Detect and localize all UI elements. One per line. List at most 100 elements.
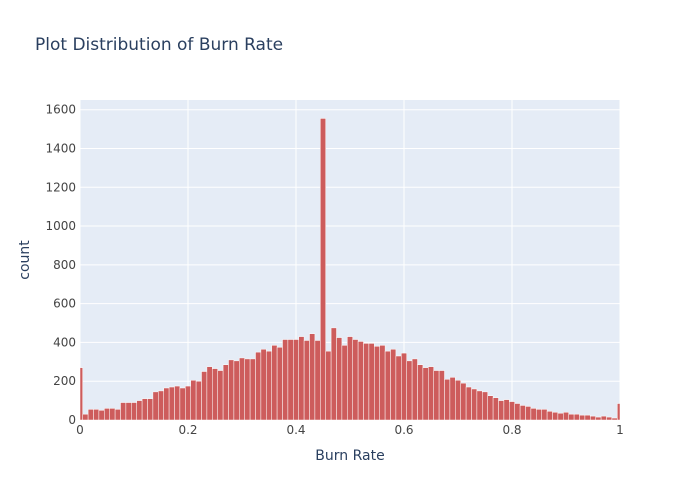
histogram-bar bbox=[298, 336, 305, 421]
y-tick-label: 0 bbox=[68, 413, 76, 427]
histogram-bar bbox=[79, 367, 83, 421]
histogram-bar bbox=[363, 343, 370, 421]
histogram-bar bbox=[536, 409, 542, 421]
histogram-bar bbox=[325, 350, 332, 421]
histogram-bar bbox=[482, 391, 488, 421]
histogram-bar bbox=[309, 333, 316, 421]
histogram-bar bbox=[617, 403, 621, 421]
histogram-bar bbox=[590, 415, 596, 421]
histogram-bar bbox=[584, 414, 591, 421]
histogram-bar bbox=[93, 409, 100, 421]
histogram-bar bbox=[228, 359, 235, 421]
histogram-bar bbox=[217, 370, 224, 421]
histogram-bar bbox=[438, 370, 445, 421]
histogram-bar bbox=[471, 388, 478, 421]
histogram-bar bbox=[201, 371, 208, 421]
y-tick-label: 1600 bbox=[45, 103, 76, 117]
histogram-bar bbox=[233, 360, 240, 421]
histogram-bar bbox=[600, 415, 607, 421]
histogram-bar bbox=[455, 379, 461, 421]
histogram-bar bbox=[352, 339, 359, 421]
histogram-bar bbox=[212, 368, 218, 421]
histogram-bar bbox=[611, 417, 618, 421]
histogram-bar bbox=[573, 413, 580, 421]
histogram-bar bbox=[141, 398, 148, 421]
histogram-bar bbox=[519, 405, 526, 421]
y-tick-label: 1000 bbox=[45, 219, 76, 233]
histogram-bar bbox=[525, 406, 532, 421]
histogram-bar bbox=[125, 402, 132, 421]
y-tick-label: 1400 bbox=[45, 141, 76, 155]
histogram-bar bbox=[433, 370, 440, 421]
histogram-bar bbox=[136, 400, 143, 421]
histogram-bar bbox=[174, 385, 181, 421]
histogram-bar bbox=[514, 403, 521, 421]
histogram-bar bbox=[492, 397, 499, 421]
histogram-bar bbox=[552, 411, 559, 421]
histogram-bar bbox=[384, 350, 391, 421]
histogram-bar bbox=[168, 386, 175, 421]
y-axis-ticks: 0 200 400 600 800 1000 1200 1400 1600 bbox=[45, 103, 76, 427]
histogram-bar bbox=[509, 401, 515, 421]
histogram-bar bbox=[104, 408, 110, 421]
histogram-bar bbox=[266, 350, 272, 421]
histogram-bar bbox=[320, 118, 326, 421]
histogram-bar bbox=[530, 408, 537, 421]
histogram-bar bbox=[249, 358, 256, 421]
y-tick-label: 600 bbox=[53, 297, 76, 311]
histogram-bar bbox=[465, 386, 472, 421]
histogram-bar bbox=[390, 348, 397, 421]
histogram-bar bbox=[476, 390, 483, 421]
histogram-bar bbox=[606, 416, 613, 421]
y-tick-label: 400 bbox=[53, 335, 76, 349]
x-axis-label: Burn Rate bbox=[315, 448, 384, 464]
histogram-bar bbox=[503, 399, 510, 421]
histogram-bar bbox=[374, 346, 380, 421]
histogram-bar bbox=[206, 366, 213, 421]
histogram-bar bbox=[546, 411, 553, 421]
histogram-bar bbox=[222, 364, 229, 421]
y-axis-label: count bbox=[17, 240, 33, 280]
histogram-bar bbox=[287, 339, 294, 421]
histogram-bar bbox=[347, 336, 353, 421]
histogram-bar bbox=[487, 395, 494, 421]
histogram-bar bbox=[417, 364, 424, 421]
histogram-bar bbox=[152, 391, 159, 421]
histogram-bar bbox=[422, 367, 429, 421]
histogram-bar bbox=[460, 382, 467, 421]
histogram-bar bbox=[120, 402, 127, 421]
histogram-bar bbox=[395, 355, 402, 421]
histogram-bar bbox=[357, 341, 364, 421]
histogram-bar bbox=[428, 366, 434, 421]
histogram-bar bbox=[449, 377, 456, 421]
histogram-bar bbox=[147, 398, 154, 421]
histogram-bar bbox=[244, 358, 251, 421]
x-tick-label: 0.8 bbox=[502, 423, 521, 437]
histogram-bar bbox=[185, 385, 191, 421]
y-tick-label: 200 bbox=[53, 374, 76, 388]
histogram-bar bbox=[239, 357, 245, 421]
x-tick-label: 0.4 bbox=[286, 423, 305, 437]
histogram-bar bbox=[190, 379, 197, 421]
histogram-bar bbox=[163, 387, 170, 421]
x-axis-ticks: 0 0.2 0.4 0.6 0.8 1 bbox=[76, 423, 624, 437]
histogram-bar bbox=[406, 360, 413, 421]
histogram-bar bbox=[379, 345, 386, 421]
histogram-bar bbox=[303, 340, 310, 421]
histogram-bar bbox=[158, 390, 164, 421]
histogram-bar bbox=[271, 345, 278, 421]
x-tick-label: 0.2 bbox=[178, 423, 197, 437]
y-tick-label: 1200 bbox=[45, 180, 76, 194]
histogram-bar bbox=[368, 343, 375, 421]
histogram-bar bbox=[341, 345, 348, 421]
x-tick-label: 0.6 bbox=[394, 423, 413, 437]
histogram-bar bbox=[401, 352, 407, 421]
histogram-bar bbox=[82, 413, 89, 421]
histogram-bar bbox=[568, 413, 575, 421]
histogram-bar bbox=[195, 380, 202, 421]
x-tick-label: 1 bbox=[616, 423, 624, 437]
histogram-bar bbox=[330, 327, 337, 421]
y-tick-label: 800 bbox=[53, 258, 76, 272]
histogram-bar bbox=[579, 414, 586, 421]
histogram-bar bbox=[87, 409, 94, 421]
